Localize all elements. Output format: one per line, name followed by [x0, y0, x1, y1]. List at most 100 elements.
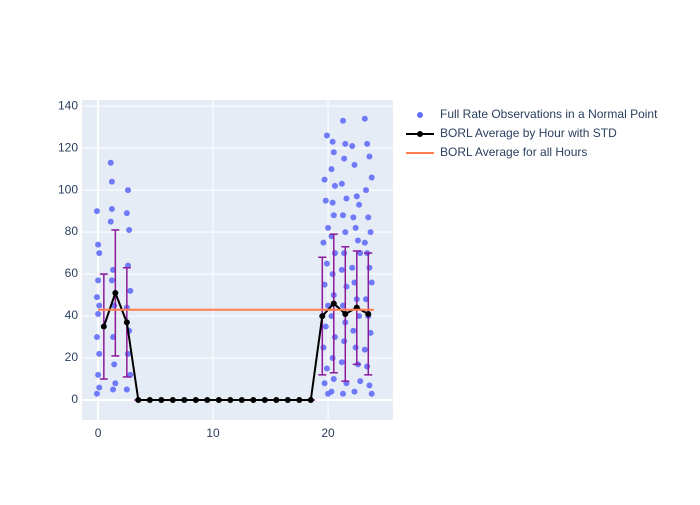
- point: [95, 241, 102, 248]
- point: [338, 180, 345, 187]
- point: [350, 214, 357, 221]
- point: [364, 140, 371, 147]
- point: [331, 250, 338, 257]
- y-tick-label: 100: [58, 182, 78, 196]
- point: [354, 237, 361, 244]
- point: [100, 323, 107, 330]
- legend-label: BORL Average for all Hours: [440, 145, 587, 159]
- point: [323, 365, 330, 372]
- point: [95, 371, 102, 378]
- point: [331, 334, 338, 341]
- point: [368, 279, 375, 286]
- point: [330, 376, 337, 383]
- point: [350, 327, 357, 334]
- point: [124, 187, 131, 194]
- point: [339, 212, 346, 219]
- point: [329, 138, 336, 145]
- point: [111, 361, 118, 368]
- point: [325, 224, 332, 231]
- point: [341, 338, 348, 345]
- point: [338, 359, 345, 366]
- point: [112, 289, 119, 296]
- point: [330, 212, 337, 219]
- point: [352, 344, 359, 351]
- point: [96, 384, 103, 391]
- point: [110, 386, 117, 393]
- point: [192, 397, 199, 404]
- point: [328, 388, 335, 395]
- point: [361, 346, 368, 353]
- legend-label: BORL Average by Hour with STD: [440, 126, 617, 140]
- x-tick-label: 10: [206, 426, 220, 440]
- point: [323, 260, 330, 267]
- point: [351, 279, 358, 286]
- point: [356, 313, 363, 320]
- point: [110, 266, 117, 273]
- point: [364, 363, 371, 370]
- point: [339, 302, 346, 309]
- point: [329, 271, 336, 278]
- y-tick-label: 80: [65, 224, 79, 238]
- point: [123, 210, 130, 217]
- point: [342, 310, 349, 317]
- y-tick-label: 40: [65, 308, 79, 322]
- point: [338, 266, 345, 273]
- point: [112, 380, 119, 387]
- point: [351, 161, 358, 168]
- point: [146, 397, 153, 404]
- point: [110, 334, 117, 341]
- point: [108, 178, 115, 185]
- point: [273, 397, 280, 404]
- point: [349, 264, 356, 271]
- point: [126, 226, 133, 233]
- x-tick-label: 0: [95, 426, 102, 440]
- point: [93, 294, 100, 301]
- point: [96, 350, 103, 357]
- point: [95, 277, 102, 284]
- point: [322, 323, 329, 330]
- point: [361, 239, 368, 246]
- point: [123, 319, 130, 326]
- y-tick-label: 0: [71, 392, 78, 406]
- legend-symbol: [417, 131, 423, 137]
- point: [366, 264, 373, 271]
- point: [322, 197, 329, 204]
- point: [123, 386, 130, 393]
- point: [296, 397, 303, 404]
- point: [349, 142, 356, 149]
- point: [238, 397, 245, 404]
- point: [215, 397, 222, 404]
- point: [330, 149, 337, 156]
- point: [356, 201, 363, 208]
- point: [362, 187, 369, 194]
- legend-symbol: [417, 112, 423, 118]
- point: [284, 397, 291, 404]
- point: [93, 208, 100, 215]
- point: [330, 300, 337, 307]
- point: [321, 176, 328, 183]
- point: [331, 182, 338, 189]
- point: [93, 334, 100, 341]
- point: [127, 287, 134, 294]
- point: [328, 313, 335, 320]
- point: [339, 117, 346, 124]
- point: [341, 250, 348, 257]
- point: [108, 277, 115, 284]
- legend-label: Full Rate Observations in a Normal Point: [440, 107, 658, 121]
- point: [329, 355, 336, 362]
- point: [343, 195, 350, 202]
- point: [107, 218, 114, 225]
- point: [135, 397, 142, 404]
- point: [367, 229, 374, 236]
- point: [366, 382, 373, 389]
- point: [204, 397, 211, 404]
- point: [307, 397, 314, 404]
- point: [353, 193, 360, 200]
- y-tick-label: 60: [65, 266, 79, 280]
- point: [96, 302, 103, 309]
- y-tick-label: 120: [58, 140, 78, 154]
- point: [357, 378, 364, 385]
- point: [158, 397, 165, 404]
- point: [342, 140, 349, 147]
